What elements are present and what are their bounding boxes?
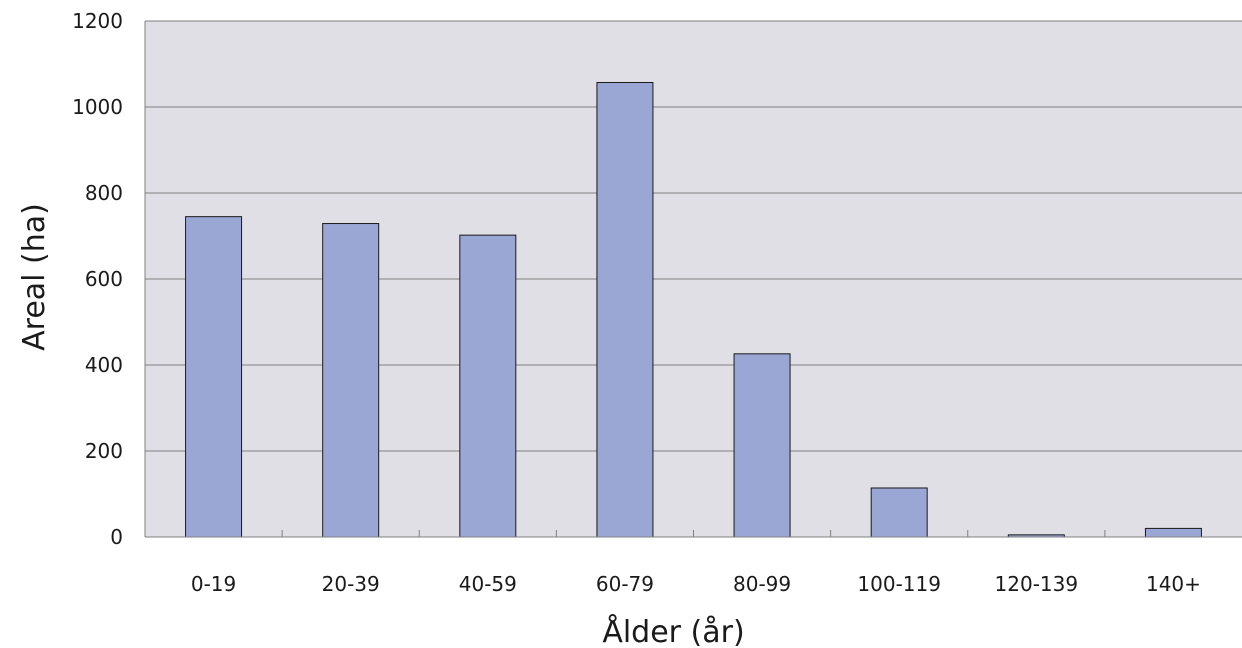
y-tick-label: 0	[110, 525, 123, 549]
y-tick-labels: 0 200 400 600 800 1000 1200	[72, 9, 123, 549]
x-tick-label: 60-79	[596, 572, 654, 596]
y-tick-label: 400	[85, 353, 123, 377]
x-tick-label: 100-119	[857, 572, 941, 596]
x-tick-labels: 0-19 20-39 40-59 60-79 80-99 100-119 120-139 14…	[191, 572, 1201, 596]
y-tick-label: 800	[85, 181, 123, 205]
y-axis-title: Areal (ha)	[17, 203, 52, 351]
bar-80-99	[733, 353, 791, 538]
x-tick-label: 40-59	[459, 572, 517, 596]
y-tick-label: 1000	[72, 95, 123, 119]
x-tick-label: 0-19	[191, 572, 236, 596]
bar-100-119	[870, 487, 928, 538]
y-tick-label: 1200	[72, 9, 123, 33]
bar-60-79	[596, 81, 654, 538]
axes	[144, 21, 1242, 538]
x-tick-label: 140+	[1146, 572, 1201, 596]
x-axis-title: Ålder (år)	[602, 614, 744, 648]
bar-140+	[1144, 527, 1202, 538]
y-tick-label: 600	[85, 267, 123, 291]
bar-40-59	[459, 234, 517, 538]
bars	[185, 81, 1202, 538]
x-tick-label: 120-139	[995, 572, 1079, 596]
bar-20-39	[322, 223, 380, 538]
x-tick-label: 80-99	[733, 572, 791, 596]
bar-0-19	[185, 216, 243, 538]
y-tick-label: 200	[85, 439, 123, 463]
x-tick-label: 20-39	[322, 572, 380, 596]
